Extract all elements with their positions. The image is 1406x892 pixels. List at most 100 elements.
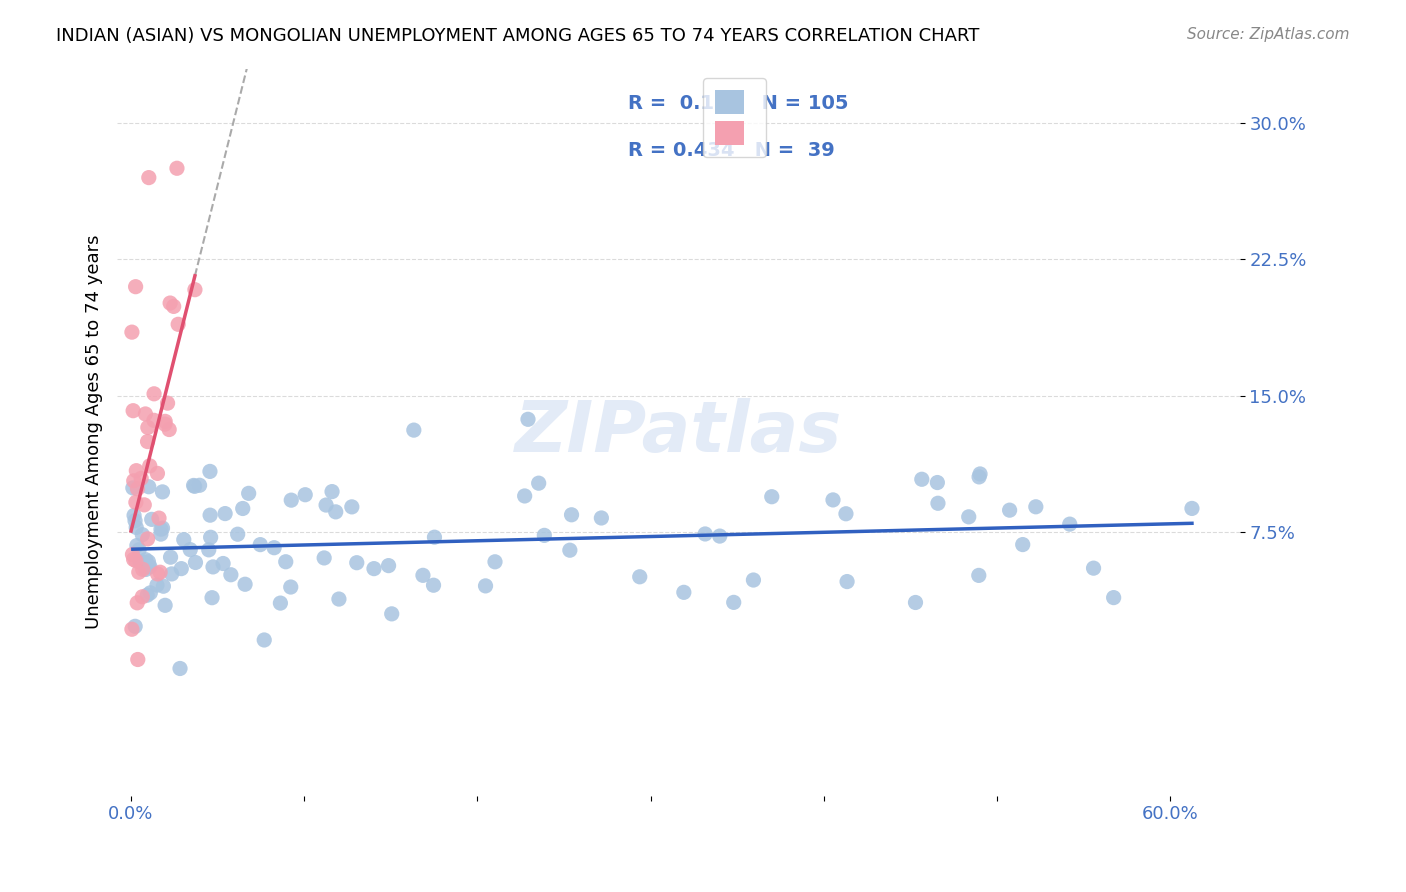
Mongolians: [156, 396, 179, 410]
Indians (Asian): [1181, 501, 1204, 516]
Mongolians: [124, 279, 146, 293]
Indians (Asian): [201, 560, 224, 574]
Indians (Asian): [346, 556, 368, 570]
Indians (Asian): [153, 599, 176, 613]
Mongolians: [122, 474, 145, 488]
Text: Source: ZipAtlas.com: Source: ZipAtlas.com: [1187, 27, 1350, 42]
Indians (Asian): [198, 464, 221, 478]
Indians (Asian): [139, 586, 162, 600]
Indians (Asian): [927, 496, 949, 510]
Indians (Asian): [253, 632, 276, 647]
Indians (Asian): [184, 556, 207, 570]
Indians (Asian): [269, 596, 291, 610]
Indians (Asian): [363, 561, 385, 575]
Indians (Asian): [249, 538, 271, 552]
Indians (Asian): [761, 490, 783, 504]
Indians (Asian): [742, 573, 765, 587]
Indians (Asian): [1025, 500, 1047, 514]
Indians (Asian): [377, 558, 399, 573]
Indians (Asian): [821, 492, 844, 507]
Indians (Asian): [628, 570, 651, 584]
Indians (Asian): [136, 588, 159, 602]
Mongolians: [143, 386, 166, 401]
Indians (Asian): [402, 423, 425, 437]
Mongolians: [121, 622, 143, 636]
Indians (Asian): [183, 478, 205, 492]
Indians (Asian): [198, 508, 221, 523]
Mongolians: [157, 423, 180, 437]
Indians (Asian): [124, 619, 146, 633]
Mongolians: [129, 471, 152, 485]
Y-axis label: Unemployment Among Ages 65 to 74 years: Unemployment Among Ages 65 to 74 years: [86, 235, 103, 630]
Indians (Asian): [219, 567, 242, 582]
Indians (Asian): [325, 505, 347, 519]
Indians (Asian): [1011, 538, 1033, 552]
Indians (Asian): [315, 498, 337, 512]
Indians (Asian): [723, 595, 745, 609]
Indians (Asian): [146, 578, 169, 592]
Indians (Asian): [159, 550, 181, 565]
Mongolians: [167, 318, 190, 332]
Mongolians: [138, 170, 160, 185]
Indians (Asian): [124, 514, 146, 528]
Mongolians: [125, 554, 148, 568]
Indians (Asian): [533, 528, 555, 542]
Indians (Asian): [152, 521, 174, 535]
Indians (Asian): [138, 555, 160, 569]
Indians (Asian): [695, 527, 717, 541]
Mongolians: [127, 482, 149, 496]
Mongolians: [125, 464, 148, 478]
Mongolians: [134, 407, 156, 421]
Indians (Asian): [294, 488, 316, 502]
Indians (Asian): [474, 579, 496, 593]
Indians (Asian): [328, 592, 350, 607]
Mongolians: [159, 296, 181, 310]
Indians (Asian): [179, 542, 201, 557]
Indians (Asian): [340, 500, 363, 514]
Indians (Asian): [709, 529, 731, 543]
Indians (Asian): [835, 507, 858, 521]
Indians (Asian): [188, 478, 211, 492]
Indians (Asian): [321, 484, 343, 499]
Mongolians: [122, 403, 145, 417]
Indians (Asian): [280, 580, 302, 594]
Indians (Asian): [125, 520, 148, 534]
Indians (Asian): [314, 550, 336, 565]
Indians (Asian): [911, 472, 934, 486]
Indians (Asian): [135, 562, 157, 576]
Indians (Asian): [1059, 517, 1081, 532]
Text: R = 0.434   N =  39: R = 0.434 N = 39: [628, 141, 835, 160]
Indians (Asian): [238, 486, 260, 500]
Mongolians: [166, 161, 188, 176]
Mongolians: [127, 652, 149, 666]
Indians (Asian): [197, 542, 219, 557]
Indians (Asian): [561, 508, 583, 522]
Indians (Asian): [423, 530, 446, 544]
Indians (Asian): [141, 512, 163, 526]
Indians (Asian): [969, 467, 991, 481]
Mongolians: [153, 417, 176, 431]
Indians (Asian): [131, 527, 153, 541]
Mongolians: [139, 458, 162, 473]
Indians (Asian): [169, 661, 191, 675]
Indians (Asian): [274, 555, 297, 569]
Indians (Asian): [226, 527, 249, 541]
Indians (Asian): [214, 507, 236, 521]
Indians (Asian): [122, 508, 145, 523]
Indians (Asian): [280, 493, 302, 508]
Indians (Asian): [967, 470, 990, 484]
Mongolians: [148, 511, 170, 525]
Mongolians: [128, 566, 150, 580]
Indians (Asian): [121, 481, 143, 495]
Mongolians: [146, 566, 169, 581]
Indians (Asian): [152, 484, 174, 499]
Indians (Asian): [957, 509, 980, 524]
Indians (Asian): [381, 607, 404, 621]
Indians (Asian): [173, 533, 195, 547]
Indians (Asian): [998, 503, 1021, 517]
Indians (Asian): [200, 530, 222, 544]
Mongolians: [127, 596, 149, 610]
Indians (Asian): [132, 556, 155, 570]
Mongolians: [131, 590, 153, 604]
Indians (Asian): [160, 566, 183, 581]
